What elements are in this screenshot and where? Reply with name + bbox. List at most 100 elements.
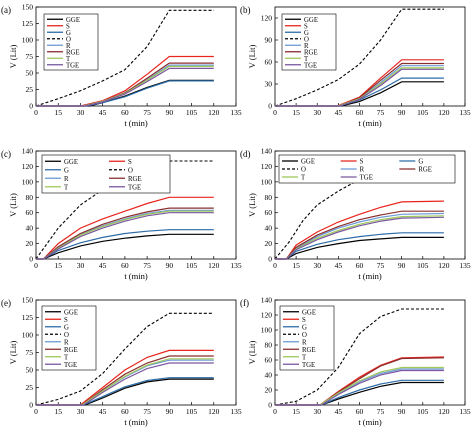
y-tick-label: 80 xyxy=(265,193,273,202)
y-tick-label: 80 xyxy=(26,193,34,202)
y-tick-label: 90 xyxy=(265,36,273,45)
y-axis-label: V (Lit) xyxy=(247,340,257,364)
legend-label: RGE xyxy=(66,49,80,56)
chart-panel-4: (e) 0 15 30 45 60 75 90 105 120 135 0 25 50 75 100 125 15… xyxy=(1,296,242,428)
legend-label: TGE xyxy=(64,362,77,369)
y-tick-label: 75 xyxy=(26,52,34,61)
y-tick-label: 100 xyxy=(261,326,273,335)
x-tick-label: 90 xyxy=(166,108,174,117)
y-tick-label: 25 xyxy=(26,383,34,392)
legend-label: T xyxy=(64,354,69,361)
y-tick-label: 0 xyxy=(268,255,272,264)
legend-label: GGE xyxy=(64,309,78,316)
x-tick-label: 60 xyxy=(121,108,129,117)
legend-label: TGE xyxy=(302,362,315,369)
series-line-r xyxy=(36,64,214,107)
x-tick-label: 15 xyxy=(54,261,62,270)
legend-label: O xyxy=(128,167,133,174)
legend-label: GGE xyxy=(302,309,316,316)
legend-label: S xyxy=(128,159,132,166)
x-tick-label: 45 xyxy=(99,108,107,117)
y-tick-label: 60 xyxy=(265,58,273,67)
y-tick-label: 40 xyxy=(26,224,34,233)
legend-label: R xyxy=(64,339,69,346)
x-tick-label: 15 xyxy=(54,108,62,117)
x-tick-label: 90 xyxy=(166,261,174,270)
y-tick-label: 150 xyxy=(22,3,34,12)
legend-label: G xyxy=(66,30,71,37)
legend-label: S xyxy=(66,23,70,30)
y-tick-label: 25 xyxy=(26,85,34,94)
y-tick-label: 60 xyxy=(26,208,34,217)
x-tick-label: 120 xyxy=(438,407,450,416)
y-tick-label: 100 xyxy=(22,331,34,340)
legend-label: T xyxy=(64,184,69,191)
legend-label: GGE xyxy=(64,159,78,166)
legend-label: O xyxy=(64,332,69,339)
legend-label: TGE xyxy=(66,62,79,69)
x-axis-label: t (min) xyxy=(358,417,382,427)
legend-label: R xyxy=(66,43,71,50)
y-tick-label: 120 xyxy=(261,14,273,23)
x-tick-label: 75 xyxy=(377,261,385,270)
y-tick-label: 125 xyxy=(22,313,34,322)
legend-label: TGE xyxy=(360,175,373,182)
legend-label: G xyxy=(64,324,69,331)
x-tick-label: 0 xyxy=(34,108,38,117)
x-tick-label: 0 xyxy=(34,261,38,270)
plot-frame xyxy=(274,6,466,107)
y-tick-label: 20 xyxy=(265,386,273,395)
panel-label: (a) xyxy=(1,5,11,15)
x-tick-label: 105 xyxy=(186,261,198,270)
legend-label: R xyxy=(64,176,69,183)
legend-label: RGE xyxy=(302,347,316,354)
x-tick-label: 60 xyxy=(356,108,364,117)
legend-label: T xyxy=(301,175,306,182)
legend-label: O xyxy=(66,36,71,43)
x-tick-label: 60 xyxy=(121,261,129,270)
y-tick-label: 140 xyxy=(261,296,273,305)
x-tick-label: 135 xyxy=(459,108,471,117)
x-tick-label: 135 xyxy=(230,407,242,416)
x-tick-label: 30 xyxy=(313,407,321,416)
x-tick-label: 30 xyxy=(313,108,321,117)
x-tick-label: 45 xyxy=(335,407,343,416)
y-tick-label: 30 xyxy=(265,80,273,89)
legend-label: S xyxy=(304,23,308,30)
y-tick-label: 40 xyxy=(265,224,273,233)
y-axis-label: V (Lit) xyxy=(247,193,257,217)
panel-label: (b) xyxy=(240,5,251,15)
chart-panel-2: (c) 0 15 30 45 60 75 90 105 120 135 0 20 40 60 80 100 120… xyxy=(1,147,242,282)
y-tick-label: 0 xyxy=(29,401,33,410)
x-tick-label: 60 xyxy=(356,407,364,416)
x-axis-label: t (min) xyxy=(124,271,148,281)
legend-box xyxy=(278,154,456,184)
series-line-gge xyxy=(36,233,214,260)
x-tick-label: 30 xyxy=(77,407,85,416)
y-tick-label: 0 xyxy=(268,401,272,410)
x-tick-label: 120 xyxy=(208,407,220,416)
x-tick-label: 0 xyxy=(34,407,38,416)
legend-label: O xyxy=(304,36,309,43)
series-line-g xyxy=(36,377,214,406)
x-tick-label: 135 xyxy=(230,108,242,117)
x-axis-label: t (min) xyxy=(358,118,382,128)
y-tick-label: 60 xyxy=(265,208,273,217)
x-tick-label: 60 xyxy=(121,407,129,416)
x-tick-label: 75 xyxy=(377,407,385,416)
x-tick-label: 105 xyxy=(417,108,429,117)
series-line-t xyxy=(36,65,214,107)
x-tick-label: 30 xyxy=(313,261,321,270)
x-tick-label: 120 xyxy=(208,108,220,117)
x-tick-label: 15 xyxy=(292,108,300,117)
x-tick-label: 120 xyxy=(438,261,450,270)
series-line-s xyxy=(36,196,214,260)
legend-label: S xyxy=(360,159,364,166)
y-tick-label: 125 xyxy=(22,19,34,28)
series-line-tge xyxy=(36,67,214,107)
y-tick-label: 75 xyxy=(26,348,34,357)
y-axis-label: V (Lit) xyxy=(8,44,18,68)
legend-label: RGE xyxy=(64,347,78,354)
x-tick-label: 105 xyxy=(417,407,429,416)
plot-frame xyxy=(35,150,237,260)
